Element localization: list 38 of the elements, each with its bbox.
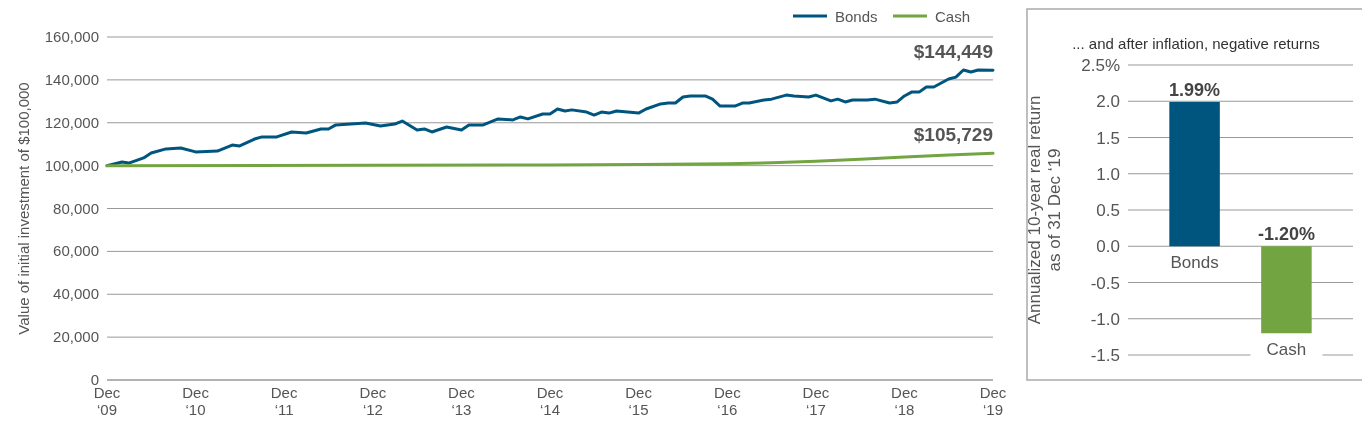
y-tick-label: 40,000 [53,285,99,303]
x-tick-label: Dec ‘10 [182,384,210,419]
y-tick-label: 60,000 [53,242,99,260]
y-tick-label: 2.0 [1096,92,1120,112]
y-tick-label: 0.0 [1096,237,1120,257]
x-tick-label: Dec ‘15 [625,384,653,419]
x-tick-label: Dec ‘14 [536,384,564,419]
legend-label: Bonds [835,8,878,25]
line-series [105,68,995,168]
y-tick-label: 20,000 [53,328,99,346]
annotation: $105,729 [913,124,993,146]
y-tick-label: -0.5 [1090,273,1120,293]
x-tick-label: Dec ‘13 [448,384,476,419]
x-tick-label: Dec ‘12 [359,384,387,419]
y-axis-title: Annualized 10-year real return as of 31 Dec ‘19 [1025,95,1064,325]
x-tick-label: Dec ‘11 [270,384,298,419]
data-label: 1.99% [1169,79,1221,100]
y-axis-title: Value of initial investment of $100,000 [15,82,32,335]
annotation: $144,449 [913,41,993,63]
y-tick-label: 2.5% [1081,56,1120,75]
y-tick-label: 1.0 [1096,164,1120,184]
y-tick-label: -1.0 [1090,309,1120,329]
data-label: -1.20% [1257,224,1315,245]
y-tick-label: 100,000 [44,156,99,174]
chart-title: ... and after inflation, negative returns [1072,35,1320,52]
y-tick-label: 1.5 [1096,128,1120,148]
y-tick-label: -1.5 [1090,346,1120,365]
y-tick-label: 120,000 [44,113,99,131]
x-tick-label: Dec ‘17 [802,384,830,419]
y-tick-label: 160,000 [44,28,99,45]
y-tick-label: 140,000 [44,70,99,88]
line-series [105,151,995,168]
y-tick-label: 80,000 [53,199,99,217]
y-tick-label: 0.5 [1096,201,1120,220]
x-tick-label: Dec ‘19 [979,384,1007,419]
x-tick-label: Dec ‘18 [891,384,919,419]
x-tick-label: Dec ‘16 [714,384,742,419]
legend-label: Cash [935,8,971,25]
